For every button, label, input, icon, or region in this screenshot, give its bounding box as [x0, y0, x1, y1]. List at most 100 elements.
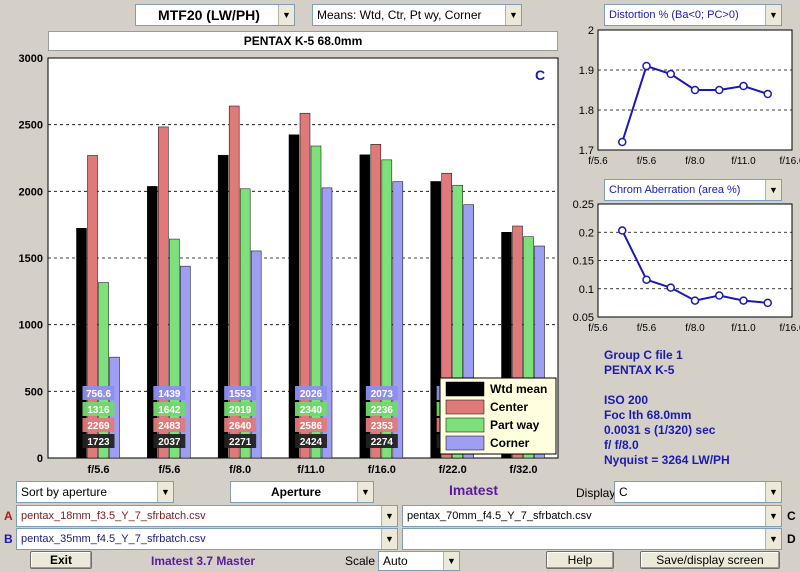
bar [299, 112, 311, 459]
bar [512, 225, 523, 459]
svg-text:2353: 2353 [371, 421, 394, 432]
svg-text:Center: Center [490, 400, 528, 414]
scale-label: Scale [345, 554, 376, 568]
x-tick-label: f/16.0 [368, 464, 396, 476]
y-tick-label: 1.8 [579, 105, 594, 117]
chevron-down-icon: ▼ [765, 482, 781, 502]
sort-select[interactable]: Sort by aperture ▼ [16, 481, 174, 503]
data-point [618, 226, 627, 235]
save-display-button[interactable]: Save/display screen [640, 551, 780, 569]
x-tick-label: f/16.0 [779, 323, 800, 334]
y-tick-label: 0 [37, 453, 43, 465]
xaxis-select-value: Aperture [270, 485, 321, 499]
data-point [642, 61, 651, 71]
svg-text:2019: 2019 [229, 405, 252, 416]
file-c-select[interactable]: pentax_70mm_f4.5_Y_7_sfrbatch.csv ▼ [402, 505, 782, 527]
svg-text:1553: 1553 [229, 389, 252, 400]
scale-select-value: Auto [383, 554, 408, 568]
bar [87, 155, 98, 459]
data-point [715, 291, 724, 300]
bar [250, 250, 262, 459]
chrom-aberration-chart: 0.05 0.1 0.15 0.2 0.25 f/5.6 f/5.6 f/8.0 f/11.0 f… [573, 199, 800, 334]
imatest-brand: Imatest [449, 482, 499, 498]
svg-text:756.6: 756.6 [86, 389, 111, 400]
data-label: 2269 [82, 418, 115, 432]
x-tick-label: f/11.0 [297, 464, 325, 476]
file-b-select[interactable]: pentax_35mm_f4.5_Y_7_sfrbatch.csv ▼ [16, 528, 398, 550]
legend-item: Center [445, 399, 528, 415]
y-tick-label: 1000 [19, 320, 43, 332]
bar [158, 126, 169, 459]
means-select[interactable]: Means: Wtd, Ctr, Pt wy, Corner ▼ [312, 4, 522, 26]
chevron-down-icon: ▼ [443, 552, 459, 570]
svg-text:2586: 2586 [300, 421, 323, 432]
y-tick-label: 0.2 [579, 227, 594, 239]
sort-select-value: Sort by aperture [21, 485, 108, 499]
svg-text:2640: 2640 [229, 421, 252, 432]
chevron-down-icon: ▼ [357, 482, 373, 502]
info-iso: ISO 200 [604, 393, 649, 407]
info-focal-length: Foc lth 68.0mm [604, 408, 692, 422]
file-d-select[interactable]: ▼ [402, 528, 782, 550]
svg-text:2236: 2236 [371, 405, 394, 416]
file-b-value: pentax_35mm_f4.5_Y_7_sfrbatch.csv [21, 533, 206, 545]
file-a-select[interactable]: pentax_18mm_f3.5_Y_7_sfrbatch.csv ▼ [16, 505, 398, 527]
x-tick-label: f/8.0 [685, 156, 705, 166]
data-point [715, 85, 724, 95]
svg-text:2274: 2274 [371, 437, 394, 448]
x-tick-label: f/11.0 [731, 156, 756, 166]
distortion-select[interactable]: Distortion % (Ba<0; PC>0) ▼ [604, 4, 782, 26]
exit-button[interactable]: Exit [30, 551, 92, 569]
metric-select-value: MTF20 (LW/PH) [158, 7, 260, 23]
y-tick-label: 1.7 [579, 145, 594, 157]
mtf-bar-chart: 756.6 1316 2269 1723 1439 1642 2483 2037 1553 201… [19, 53, 559, 476]
data-point [690, 85, 700, 95]
data-label: 1553 [224, 386, 257, 400]
data-point [739, 296, 748, 305]
chrom-aberration-select[interactable]: Chrom Aberration (area %) ▼ [604, 179, 782, 201]
bar [180, 265, 191, 459]
data-point [763, 298, 772, 308]
data-label: 2483 [153, 418, 186, 432]
bar [441, 172, 452, 459]
svg-text:1723: 1723 [87, 437, 110, 448]
bar [321, 187, 333, 459]
legend-item: Wtd mean [445, 381, 547, 397]
help-button[interactable]: Help [546, 551, 614, 569]
bar [370, 144, 382, 459]
bar [501, 232, 512, 459]
data-label: 2586 [295, 418, 327, 432]
bar [392, 181, 404, 459]
file-b-label: B [4, 532, 13, 546]
chart-legend: Wtd mean Center Part way Corner [439, 377, 557, 455]
chevron-down-icon: ▼ [765, 506, 781, 526]
bar [169, 238, 180, 459]
xaxis-select[interactable]: Aperture ▼ [230, 481, 374, 503]
series-letter: C [535, 67, 545, 83]
distortion-select-value: Distortion % (Ba<0; PC>0) [609, 9, 739, 21]
svg-text:Corner: Corner [490, 436, 530, 450]
y-tick-label: 2 [588, 25, 594, 37]
x-tick-label: f/8.0 [229, 464, 251, 476]
chevron-down-icon: ▼ [765, 529, 781, 549]
file-a-label: A [4, 509, 13, 523]
display-select[interactable]: C ▼ [614, 481, 782, 503]
data-point [763, 89, 772, 99]
distortion-chart: 1.7 1.8 1.9 2 f/5.6 f/5.6 f/8.0 f/11.0 f/16.0 [579, 25, 800, 166]
data-label: 2353 [365, 418, 398, 432]
data-label: 2236 [365, 402, 398, 416]
metric-select[interactable]: MTF20 (LW/PH) ▼ [135, 4, 295, 26]
data-point [666, 283, 675, 292]
bar [310, 145, 322, 459]
chart-title: PENTAX K-5 68.0mm [48, 31, 558, 51]
data-label: 2640 [224, 418, 257, 432]
info-nyquist: Nyquist = 3264 LW/PH [604, 453, 730, 467]
svg-text:1316: 1316 [87, 405, 110, 416]
bar [239, 188, 251, 459]
svg-text:2269: 2269 [87, 421, 110, 432]
bar [463, 204, 474, 459]
data-label: 1439 [153, 386, 186, 400]
legend-item: Part way [445, 417, 540, 433]
scale-select[interactable]: Auto ▼ [378, 551, 460, 571]
data-point [618, 137, 627, 147]
